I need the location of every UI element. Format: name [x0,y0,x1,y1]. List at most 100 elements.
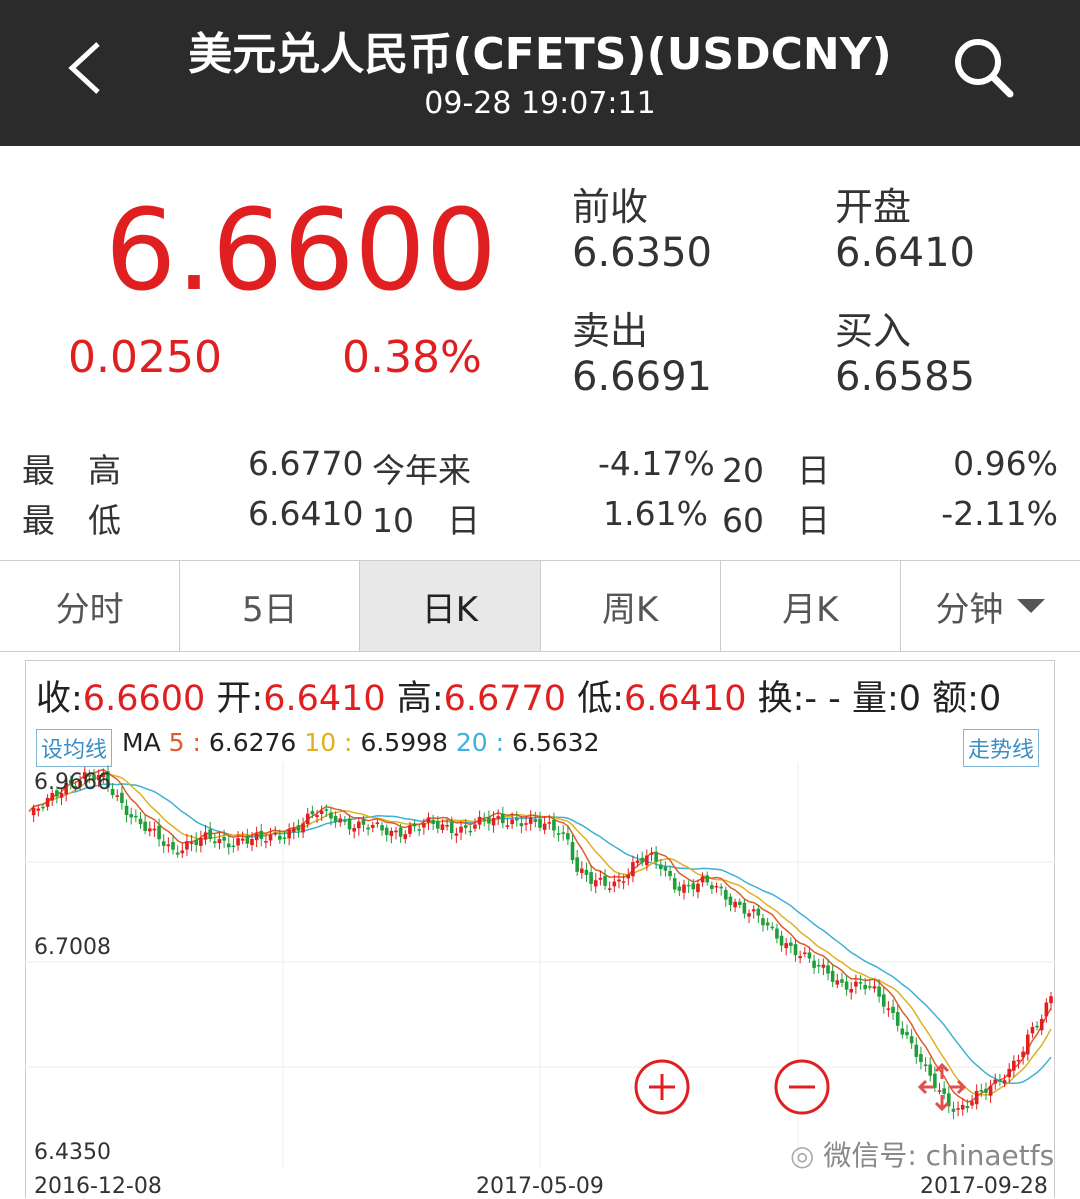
candle-body [510,819,514,825]
candle-body [50,793,55,801]
candle-body [208,829,212,839]
candle-body [175,852,180,855]
candle-body [682,884,686,893]
candle-body [333,815,338,823]
candle-body [1021,1051,1025,1058]
candle-body [92,774,96,781]
candle-body [984,1088,988,1093]
candle-body [895,1012,900,1026]
fullscreen-arrows-icon[interactable] [914,1059,970,1115]
zoom-out-icon[interactable] [774,1059,830,1115]
candle-body [844,981,849,990]
candle-body [942,1088,946,1094]
candle-body [1035,1025,1039,1028]
d60-label: 60 日 [722,501,830,540]
dropdown-triangle-icon [1017,599,1046,613]
candle-body [965,1105,970,1109]
tab-5day[interactable]: 5日 [180,561,361,651]
candle-body [951,1108,956,1112]
candle-body [147,828,152,832]
candle-body [106,771,110,788]
candle-body [454,833,459,836]
candle-body [705,875,710,883]
candle-body [617,879,621,882]
tab-minute-label: 分钟 [935,589,1004,630]
candle-body [431,819,435,824]
candle-body [254,833,259,841]
tab-daily-k[interactable]: 日K [360,561,541,651]
candle-body [742,902,747,914]
candle-body [566,833,570,840]
candle-body [338,818,343,823]
candle-body [1030,1026,1035,1034]
candle-body [222,836,226,841]
candle-body [998,1079,1002,1082]
candle-body [923,1064,928,1066]
ytd-value: -4.17% [598,444,715,483]
d10-label: 10 日 [372,501,480,540]
period-tabs: 分时 5日 日K 周K 月K 分钟 [0,560,1080,652]
candle-body [115,795,120,797]
d60-value: -2.11% [941,494,1058,533]
y-tick-bottom: 6.4350 [34,1140,111,1165]
candle-body [69,780,73,784]
candle-body [82,772,87,779]
candle-body [677,886,682,891]
candle-body [296,825,301,831]
candle-body [589,872,593,884]
candle-body [375,822,380,825]
candle-body [213,841,217,844]
candle-body [96,775,101,781]
candle-body [561,832,566,834]
set-ma-button[interactable]: 设均线 [36,729,113,767]
candle-body [547,822,552,824]
low-value-chart: 6.6410 [624,679,747,719]
trend-line-button[interactable]: 走势线 [963,729,1040,767]
candle-body [259,830,264,839]
candle-body [1044,1002,1049,1017]
candle-body [324,809,329,811]
candle-body [185,841,189,850]
candle-body [658,864,663,870]
back-arrow-icon[interactable] [60,38,110,98]
candle-body [459,826,463,833]
candle-body [361,819,366,825]
candle-body [993,1079,998,1084]
candle-body [41,806,45,809]
candle-body [881,994,886,1007]
candle-body [1049,996,1053,1004]
candle-body [970,1101,974,1106]
bid-value: 6.6585 [835,354,975,400]
y-tick-top: 6.9666 [34,770,111,795]
candle-body [1012,1060,1016,1071]
tab-monthly-k[interactable]: 月K [721,561,901,651]
candle-body [468,830,473,833]
zoom-in-icon[interactable] [634,1059,690,1115]
candle-body [937,1090,942,1092]
d20-value: 0.96% [953,444,1058,483]
tab-minute[interactable]: 分钟 [901,561,1080,651]
candle-body [556,833,561,835]
candle-body [477,816,482,825]
candle-body [914,1044,919,1057]
candle-body [161,841,166,846]
last-price: 6.6600 [105,186,497,316]
candle-body [487,817,491,824]
candle-body [668,870,672,877]
candle-body [552,819,556,831]
candle-body [129,814,133,818]
candlestick-chart[interactable] [25,762,1055,1168]
candle-body [593,880,598,887]
search-icon[interactable] [948,32,1020,104]
candle-body [482,818,487,821]
candle-body [180,850,185,854]
x-tick-end: 2017-09-28 [920,1174,1048,1199]
candle-body [854,981,858,987]
x-tick-start: 2016-12-08 [34,1174,162,1199]
candle-body [505,825,510,827]
tab-weekly-k[interactable]: 周K [541,561,721,651]
candle-body [36,808,41,811]
candle-body [700,876,705,883]
tab-intraday[interactable]: 分时 [0,561,181,651]
candle-body [422,823,426,828]
